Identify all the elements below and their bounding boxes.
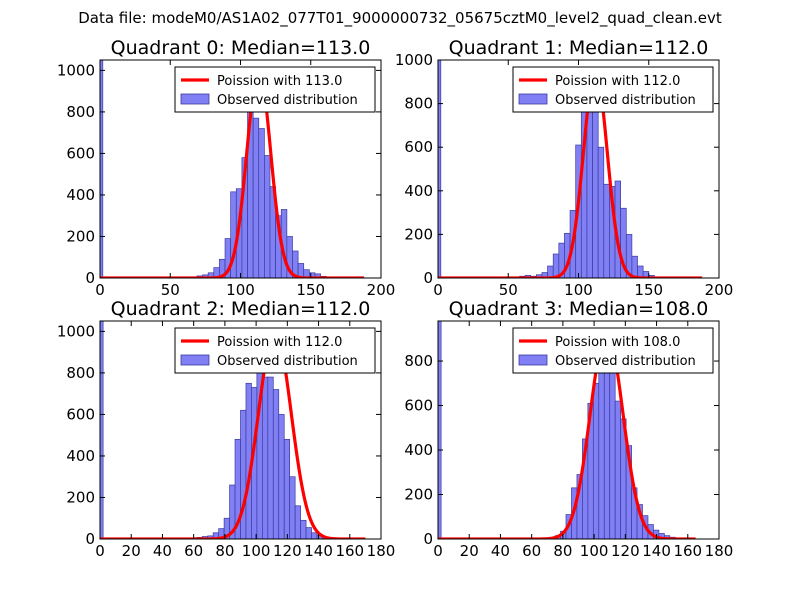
x-tick-label: 180 [705, 542, 734, 560]
legend-label: Poission with 112.0 [217, 335, 342, 350]
y-tick-label: 600 [404, 138, 433, 156]
histogram-bar [100, 60, 104, 278]
x-tick-label: 60 [184, 542, 203, 560]
histogram-bar [598, 360, 605, 539]
plot-area [438, 321, 697, 539]
x-tick-label: 60 [522, 542, 541, 560]
chart-title: Quadrant 1: Median=112.0 [449, 37, 709, 59]
legend-label: Observed distribution [555, 93, 696, 108]
x-tick-label: 0 [433, 542, 443, 560]
legend-bar-swatch [518, 93, 548, 105]
y-tick-label: 400 [404, 182, 433, 200]
y-tick-label: 0 [85, 269, 95, 287]
y-tick-label: 800 [404, 352, 433, 370]
y-tick-label: 200 [404, 225, 433, 243]
legend-label: Poission with 112.0 [555, 74, 680, 89]
x-tick-label: 120 [611, 542, 640, 560]
x-tick-label: 80 [215, 542, 234, 560]
y-tick-label: 800 [66, 364, 95, 382]
histogram-bar [592, 382, 600, 539]
poisson-fit-line [100, 68, 365, 278]
histogram-bar [314, 273, 321, 278]
y-tick-label: 1000 [57, 61, 95, 79]
histogram-bar [438, 60, 442, 278]
legend-label: Observed distribution [217, 93, 358, 108]
legend-box [512, 66, 714, 113]
y-tick-label: 0 [423, 269, 433, 287]
plot-area [438, 60, 703, 278]
plot-area [100, 60, 365, 278]
x-tick-label: 50 [161, 281, 180, 299]
y-tick-label: 600 [404, 397, 433, 415]
x-tick-label: 150 [296, 281, 325, 299]
x-tick-label: 140 [304, 542, 333, 560]
x-tick-label: 200 [367, 281, 396, 299]
y-tick-label: 800 [66, 103, 95, 121]
axes-frame [99, 320, 382, 540]
legend-bar-swatch [180, 354, 210, 366]
histogram-bar [609, 347, 616, 539]
y-tick-label: 800 [404, 95, 433, 113]
y-tick-label: 400 [66, 186, 95, 204]
x-tick-label: 200 [705, 281, 734, 299]
figure-title: Data file: modeM0/AS1A02_077T01_90000007… [78, 9, 722, 27]
legend-bar-swatch [180, 93, 210, 105]
chart-title: Quadrant 3: Median=108.0 [449, 298, 709, 320]
x-tick-label: 80 [553, 542, 572, 560]
y-tick-label: 400 [404, 441, 433, 459]
y-tick-label: 0 [85, 530, 95, 548]
y-tick-label: 600 [66, 405, 95, 423]
x-tick-label: 40 [153, 542, 172, 560]
x-tick-label: 180 [367, 542, 396, 560]
x-tick-label: 20 [122, 542, 141, 560]
x-tick-label: 100 [242, 542, 271, 560]
histogram-bar [603, 347, 611, 539]
legend-box [512, 327, 714, 374]
histogram-bar [614, 400, 621, 539]
histogram-bar [438, 321, 442, 539]
legend-label: Observed distribution [555, 354, 696, 369]
poisson-fit-line [100, 329, 367, 539]
y-tick-label: 1000 [395, 51, 433, 69]
y-tick-label: 1000 [57, 322, 95, 340]
y-tick-label: 200 [404, 486, 433, 504]
chart-title: Quadrant 0: Median=113.0 [111, 37, 371, 59]
y-tick-label: 0 [423, 530, 433, 548]
chart-title: Quadrant 2: Median=112.0 [111, 298, 371, 320]
y-tick-label: 200 [66, 227, 95, 245]
y-tick-label: 200 [66, 488, 95, 506]
plot-area [100, 321, 367, 539]
x-tick-label: 120 [273, 542, 302, 560]
legend-label: Observed distribution [217, 354, 358, 369]
x-tick-label: 100 [580, 542, 609, 560]
x-tick-label: 50 [499, 281, 518, 299]
legend-box [174, 327, 376, 374]
x-tick-label: 150 [634, 281, 663, 299]
x-tick-label: 140 [642, 542, 671, 560]
histogram-bar [100, 321, 104, 539]
axes-frame [437, 320, 720, 540]
x-tick-label: 40 [491, 542, 510, 560]
legend-label: Poission with 108.0 [555, 335, 680, 350]
x-tick-label: 20 [460, 542, 479, 560]
x-tick-label: 0 [95, 281, 105, 299]
x-tick-label: 0 [95, 542, 105, 560]
x-tick-label: 100 [564, 281, 593, 299]
legend-label: Poission with 113.0 [217, 74, 342, 89]
legend-box [174, 66, 376, 113]
x-tick-label: 100 [226, 281, 255, 299]
x-tick-label: 160 [335, 542, 364, 560]
y-tick-label: 600 [66, 144, 95, 162]
y-tick-label: 400 [66, 447, 95, 465]
legend-bar-swatch [518, 354, 548, 366]
poisson-fit-line [438, 69, 703, 278]
poisson-fit-line [438, 330, 697, 539]
x-tick-label: 160 [673, 542, 702, 560]
x-tick-label: 0 [433, 281, 443, 299]
